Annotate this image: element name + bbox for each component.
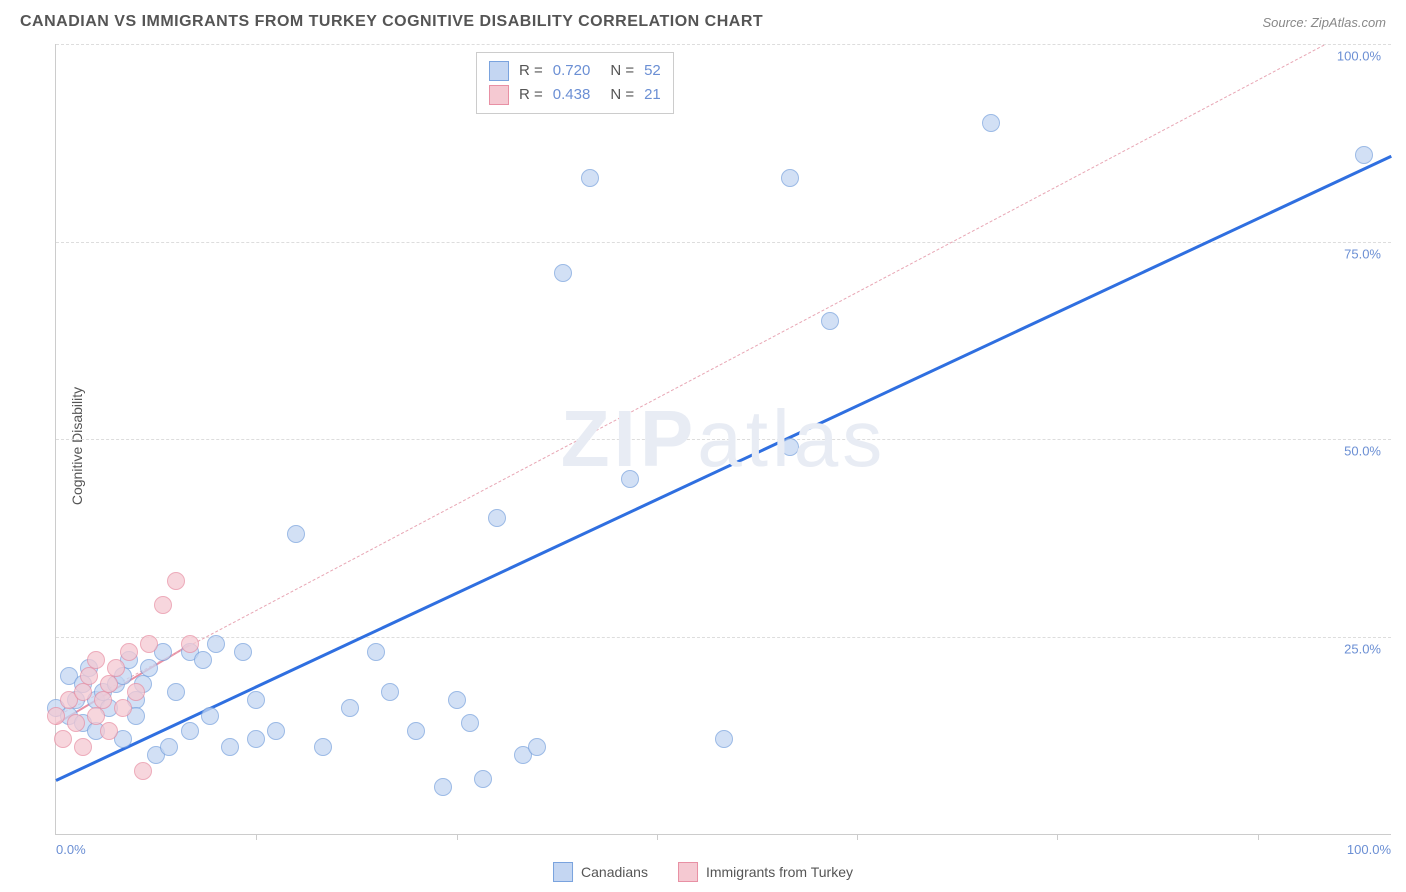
x-tick-mark	[256, 834, 257, 840]
legend-swatch	[678, 862, 698, 882]
data-point	[100, 675, 118, 693]
r-label: R =	[519, 83, 543, 107]
data-point	[74, 683, 92, 701]
data-point	[194, 651, 212, 669]
legend-swatch	[553, 862, 573, 882]
x-tick-label: 0.0%	[56, 842, 86, 857]
gridline	[56, 242, 1391, 243]
data-point	[87, 707, 105, 725]
data-point	[715, 730, 733, 748]
data-point	[120, 643, 138, 661]
x-tick-mark	[457, 834, 458, 840]
data-point	[448, 691, 466, 709]
x-tick-mark	[657, 834, 658, 840]
n-value: 21	[644, 83, 661, 107]
data-point	[154, 596, 172, 614]
data-point	[247, 730, 265, 748]
scatter-plot: ZIPatlas R =0.720N =52R =0.438N =21 25.0…	[55, 44, 1391, 835]
data-point	[87, 651, 105, 669]
x-tick-mark	[1057, 834, 1058, 840]
data-point	[160, 738, 178, 756]
legend-swatch	[489, 61, 509, 81]
n-value: 52	[644, 59, 661, 83]
canadians-trend	[55, 155, 1391, 782]
data-point	[314, 738, 332, 756]
data-point	[474, 770, 492, 788]
data-point	[134, 762, 152, 780]
data-point	[367, 643, 385, 661]
data-point	[140, 635, 158, 653]
legend-row: R = 0.720 N = 52	[489, 59, 661, 83]
correlation-legend: R = 0.720 N = 52 R = 0.438 N = 21	[476, 52, 674, 114]
data-point	[821, 312, 839, 330]
data-point	[140, 659, 158, 677]
reference-trend	[56, 44, 1325, 716]
data-point	[267, 722, 285, 740]
data-point	[207, 635, 225, 653]
data-point	[1355, 146, 1373, 164]
x-tick-label: 100.0%	[1347, 842, 1391, 857]
data-point	[80, 667, 98, 685]
legend-label: Immigrants from Turkey	[706, 864, 853, 880]
data-point	[167, 683, 185, 701]
y-tick-label: 50.0%	[1344, 444, 1381, 459]
data-point	[127, 683, 145, 701]
legend-row: R = 0.438 N = 21	[489, 83, 661, 107]
data-point	[528, 738, 546, 756]
gridline	[56, 637, 1391, 638]
data-point	[381, 683, 399, 701]
r-value: 0.438	[553, 83, 591, 107]
data-point	[54, 730, 72, 748]
data-point	[434, 778, 452, 796]
n-label: N =	[610, 83, 634, 107]
data-point	[67, 714, 85, 732]
data-point	[461, 714, 479, 732]
data-point	[407, 722, 425, 740]
data-point	[621, 470, 639, 488]
data-point	[221, 738, 239, 756]
gridline	[56, 44, 1391, 45]
data-point	[781, 438, 799, 456]
data-point	[247, 691, 265, 709]
data-point	[581, 169, 599, 187]
data-point	[554, 264, 572, 282]
chart-source: Source: ZipAtlas.com	[1262, 15, 1386, 30]
gridline	[56, 439, 1391, 440]
y-tick-label: 75.0%	[1344, 246, 1381, 261]
data-point	[181, 635, 199, 653]
data-point	[287, 525, 305, 543]
x-tick-mark	[1258, 834, 1259, 840]
data-point	[100, 722, 118, 740]
data-point	[341, 699, 359, 717]
r-value: 0.720	[553, 59, 591, 83]
data-point	[781, 169, 799, 187]
legend-item: Canadians	[553, 862, 648, 882]
series-legend: Canadians Immigrants from Turkey	[553, 862, 853, 882]
y-tick-label: 100.0%	[1337, 49, 1381, 64]
x-tick-mark	[857, 834, 858, 840]
data-point	[201, 707, 219, 725]
legend-item: Immigrants from Turkey	[678, 862, 853, 882]
data-point	[114, 699, 132, 717]
data-point	[488, 509, 506, 527]
y-tick-label: 25.0%	[1344, 641, 1381, 656]
r-label: R =	[519, 59, 543, 83]
data-point	[74, 738, 92, 756]
data-point	[94, 691, 112, 709]
data-point	[47, 707, 65, 725]
chart-header: CANADIAN VS IMMIGRANTS FROM TURKEY COGNI…	[0, 0, 1406, 44]
n-label: N =	[610, 59, 634, 83]
data-point	[982, 114, 1000, 132]
data-point	[167, 572, 185, 590]
chart-title: CANADIAN VS IMMIGRANTS FROM TURKEY COGNI…	[20, 13, 763, 31]
data-point	[181, 722, 199, 740]
legend-label: Canadians	[581, 864, 648, 880]
legend-swatch	[489, 85, 509, 105]
data-point	[107, 659, 125, 677]
data-point	[234, 643, 252, 661]
